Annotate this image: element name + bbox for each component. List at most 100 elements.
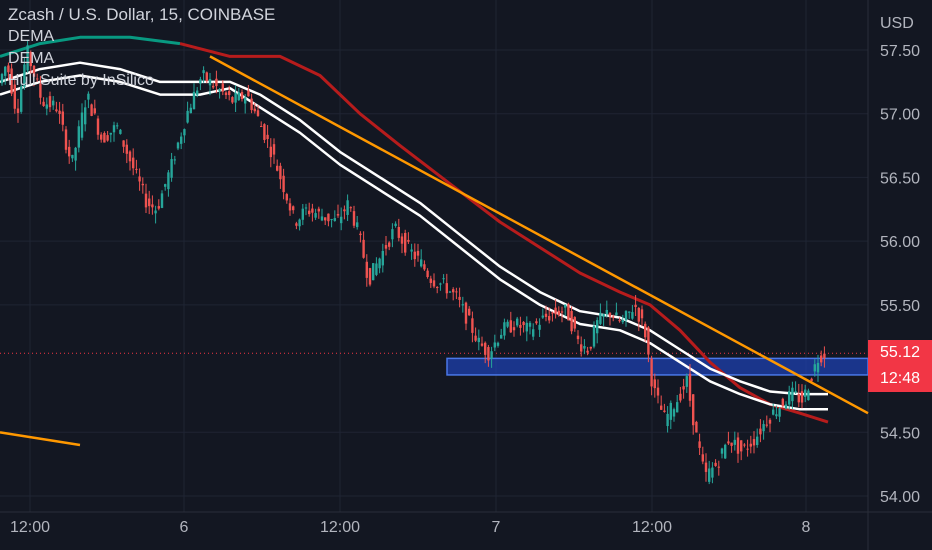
candle-body-down bbox=[698, 441, 701, 448]
candle-body-down bbox=[317, 208, 320, 212]
candle-body-down bbox=[29, 51, 32, 67]
candle-body-down bbox=[679, 393, 682, 401]
candle-body-down bbox=[151, 204, 154, 208]
candle-body-up bbox=[333, 218, 336, 221]
candle-body-down bbox=[138, 176, 141, 182]
candle-body-up bbox=[778, 408, 781, 417]
candle-body-down bbox=[653, 379, 656, 389]
candle-body-down bbox=[224, 92, 228, 96]
candle-body-down bbox=[260, 126, 263, 128]
candle-body-down bbox=[589, 346, 592, 349]
candle-body-up bbox=[756, 436, 759, 446]
candle-body-down bbox=[810, 378, 813, 382]
candle-body-down bbox=[106, 135, 109, 141]
candle-body-up bbox=[685, 376, 688, 387]
candle-body-down bbox=[362, 239, 365, 258]
candle-body-up bbox=[628, 311, 631, 313]
candle-body-up bbox=[394, 223, 397, 226]
candle-body-up bbox=[772, 409, 775, 415]
candle-body-down bbox=[820, 355, 823, 363]
candle-body-down bbox=[781, 398, 784, 407]
price-axis-tick: 56.50 bbox=[880, 170, 920, 187]
candle-body-up bbox=[77, 126, 80, 148]
candle-body-up bbox=[346, 200, 349, 215]
candle-body-up bbox=[301, 208, 304, 220]
candle-body-up bbox=[490, 351, 493, 359]
candle-body-up bbox=[160, 193, 164, 208]
time-axis-tick: 12:00 bbox=[632, 519, 672, 536]
candle-body-up bbox=[615, 312, 618, 316]
candle-body-down bbox=[468, 308, 471, 316]
candle-body-up bbox=[631, 312, 634, 319]
candle-body-down bbox=[103, 132, 106, 143]
candle-body-down bbox=[141, 183, 144, 186]
candle-body-down bbox=[349, 207, 352, 209]
candle-body-down bbox=[221, 83, 224, 92]
candle-body-down bbox=[285, 194, 288, 201]
candle-body-up bbox=[186, 110, 189, 123]
candle-body-up bbox=[762, 424, 765, 432]
candle-body-up bbox=[0, 74, 4, 84]
candle-body-down bbox=[266, 134, 269, 140]
candle-body-down bbox=[551, 312, 554, 314]
candle-body-down bbox=[343, 209, 346, 212]
candle-body-down bbox=[452, 289, 455, 293]
candle-body-up bbox=[461, 304, 464, 306]
candle-body-down bbox=[647, 327, 650, 355]
candle-body-up bbox=[80, 112, 84, 138]
candle-body-down bbox=[90, 104, 93, 116]
candle-body-down bbox=[16, 108, 20, 113]
candle-body-down bbox=[823, 353, 826, 359]
candle-body-down bbox=[512, 327, 516, 331]
candle-body-up bbox=[532, 329, 535, 337]
candle-body-up bbox=[176, 142, 180, 149]
candle-body-down bbox=[464, 302, 468, 324]
candle-body-up bbox=[672, 409, 676, 417]
candle-body-up bbox=[330, 219, 333, 221]
legend-hull-suite[interactable]: Hull Suite by InSilico bbox=[8, 72, 154, 89]
candle-body-up bbox=[784, 404, 788, 409]
candle-body-down bbox=[740, 440, 743, 452]
candle-body-down bbox=[13, 84, 16, 109]
candle-body-up bbox=[180, 136, 183, 144]
support-zone bbox=[446, 357, 869, 376]
candle-body-down bbox=[39, 83, 42, 98]
candle-body-up bbox=[583, 345, 586, 349]
trendline-secondary bbox=[0, 431, 81, 447]
price-axis-tick: 54.00 bbox=[880, 489, 920, 506]
candle-body-down bbox=[743, 444, 746, 446]
candle-body-down bbox=[132, 157, 135, 169]
chart-title: Zcash / U.S. Dollar, 15, COINBASE bbox=[8, 5, 276, 24]
candle-body-up bbox=[525, 322, 528, 332]
dema-line-1 bbox=[0, 61, 828, 396]
candle-body-up bbox=[666, 413, 669, 427]
candle-body-down bbox=[324, 217, 327, 221]
candle-body-down bbox=[768, 419, 772, 424]
candle-body-up bbox=[669, 402, 672, 420]
candle-body-down bbox=[717, 466, 720, 468]
candle-body-up bbox=[506, 321, 509, 327]
candle-body-up bbox=[807, 390, 810, 401]
candle-body-up bbox=[602, 314, 605, 317]
legend-dema-1[interactable]: DEMA bbox=[8, 28, 55, 45]
candle-body-down bbox=[64, 129, 68, 150]
candle-body-down bbox=[797, 393, 800, 403]
candle-body-down bbox=[586, 350, 589, 353]
candle-body-down bbox=[436, 287, 439, 289]
candle-body-down bbox=[752, 439, 756, 446]
candle-body-down bbox=[509, 320, 512, 333]
price-axis-currency: USD bbox=[880, 15, 914, 32]
candle-body-up bbox=[320, 216, 324, 221]
legend-dema-2[interactable]: DEMA bbox=[8, 50, 55, 67]
candle-body-up bbox=[298, 219, 301, 227]
candle-body-down bbox=[48, 96, 52, 108]
candle-body-down bbox=[240, 92, 244, 100]
candle-body-down bbox=[288, 203, 292, 211]
candle-body-up bbox=[20, 86, 23, 112]
candle-body-up bbox=[448, 291, 452, 293]
candle-body-up bbox=[52, 100, 55, 106]
candle-body-down bbox=[247, 90, 250, 97]
candle-body-down bbox=[416, 250, 420, 256]
candle-body-up bbox=[621, 320, 624, 323]
